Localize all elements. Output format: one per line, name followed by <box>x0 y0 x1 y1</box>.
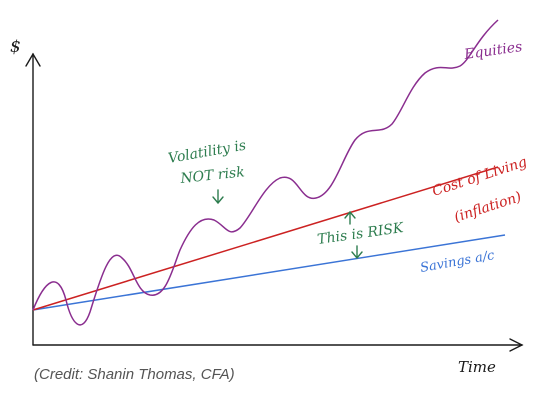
x-axis-label: Time <box>458 358 496 376</box>
risk-down-arrow <box>351 245 363 260</box>
savings-label: Savings a/c <box>419 248 496 276</box>
credit-caption: (Credit: Shanin Thomas, CFA) <box>34 366 235 383</box>
volatility-line2: NOT risk <box>179 164 246 187</box>
volatility-annotation: Volatility is NOT risk <box>167 137 247 205</box>
x-axis-arrowhead <box>509 338 524 352</box>
cost-of-living-line <box>32 166 499 311</box>
risk-label: This is RISK <box>316 220 406 248</box>
equities-label: Equities <box>462 39 523 63</box>
axes <box>25 52 524 352</box>
risk-up-arrow <box>344 210 356 225</box>
inflation-label: (inflation) <box>452 189 523 226</box>
volatility-down-arrow <box>212 189 224 205</box>
y-axis-label: $ <box>10 37 21 57</box>
savings-line <box>32 234 506 311</box>
equities-line <box>32 19 499 326</box>
y-axis-arrowhead <box>25 52 41 67</box>
volatility-line1: Volatility is <box>167 137 247 166</box>
